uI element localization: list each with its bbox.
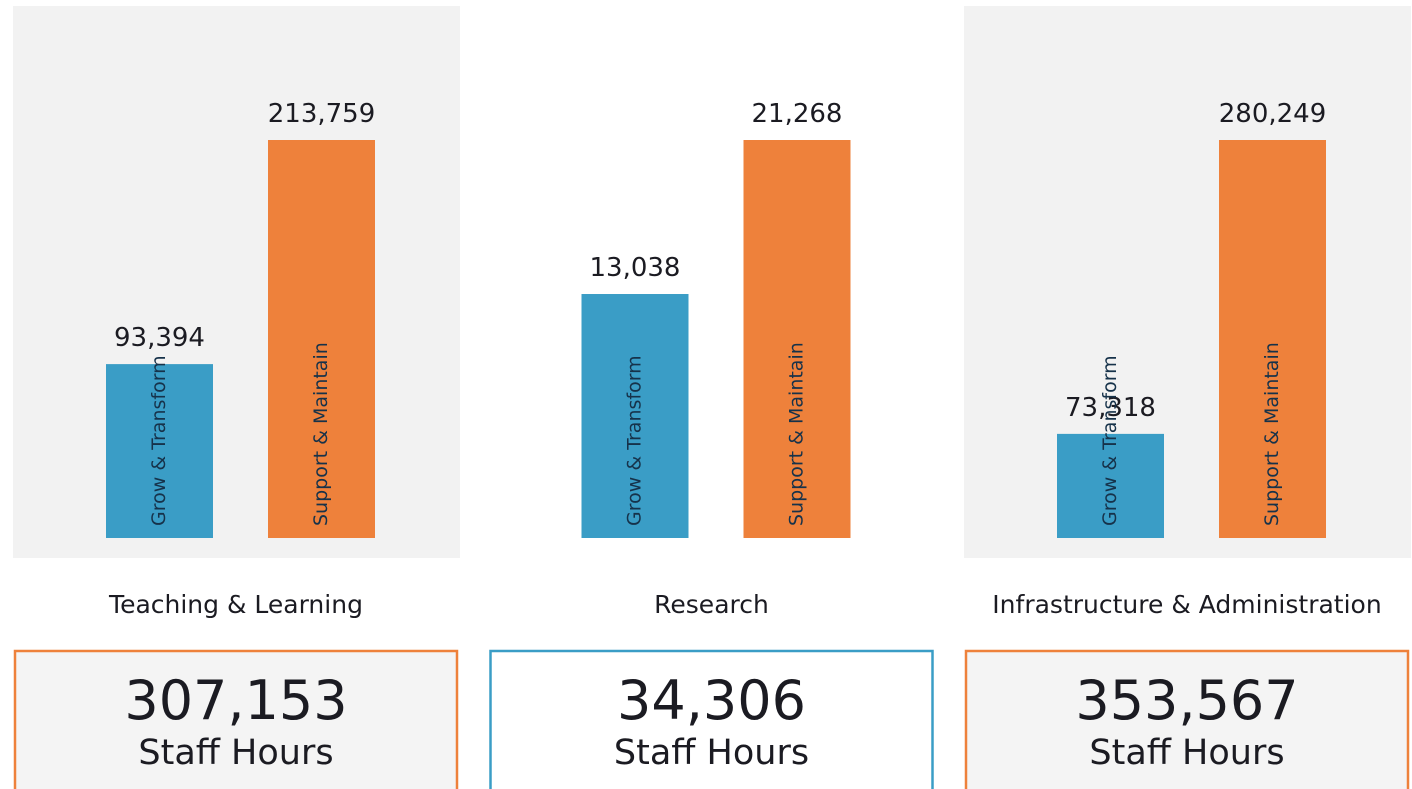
value-label: 213,759 <box>268 99 376 129</box>
chart-title: Infrastructure & Administration <box>992 590 1381 619</box>
chart-title: Research <box>654 590 769 619</box>
total-box <box>489 649 934 789</box>
bar <box>1057 433 1164 538</box>
total-unit: Staff Hours <box>614 733 809 773</box>
total-value: 353,567 <box>1075 669 1298 732</box>
value-label: 280,249 <box>1219 99 1327 129</box>
panel <box>489 6 936 558</box>
value-label: 21,268 <box>752 99 843 129</box>
chart-title: Teaching & Learning <box>108 590 363 619</box>
value-label: 13,038 <box>590 253 681 283</box>
bar-category-label: Support & Maintain <box>1261 342 1283 526</box>
total-value: 34,306 <box>617 669 806 732</box>
bar-category-label: Support & Maintain <box>786 342 808 526</box>
bar-category-label: Grow & Transform <box>1099 355 1121 526</box>
bar <box>743 140 851 538</box>
bar <box>1219 140 1326 538</box>
total-box <box>13 649 459 789</box>
total-box <box>964 649 1410 789</box>
panel <box>13 6 460 558</box>
total-value: 307,153 <box>124 669 347 732</box>
value-label: 93,394 <box>114 323 205 353</box>
total-unit: Staff Hours <box>1089 733 1284 773</box>
bar-category-label: Grow & Transform <box>624 355 646 526</box>
bar <box>106 364 213 538</box>
bar <box>581 294 689 538</box>
total-unit: Staff Hours <box>138 733 333 773</box>
bar-category-label: Support & Maintain <box>310 342 332 526</box>
value-label: 73,318 <box>1065 393 1156 423</box>
bar <box>268 140 375 538</box>
panel <box>964 6 1411 558</box>
bar-category-label: Grow & Transform <box>148 355 170 526</box>
